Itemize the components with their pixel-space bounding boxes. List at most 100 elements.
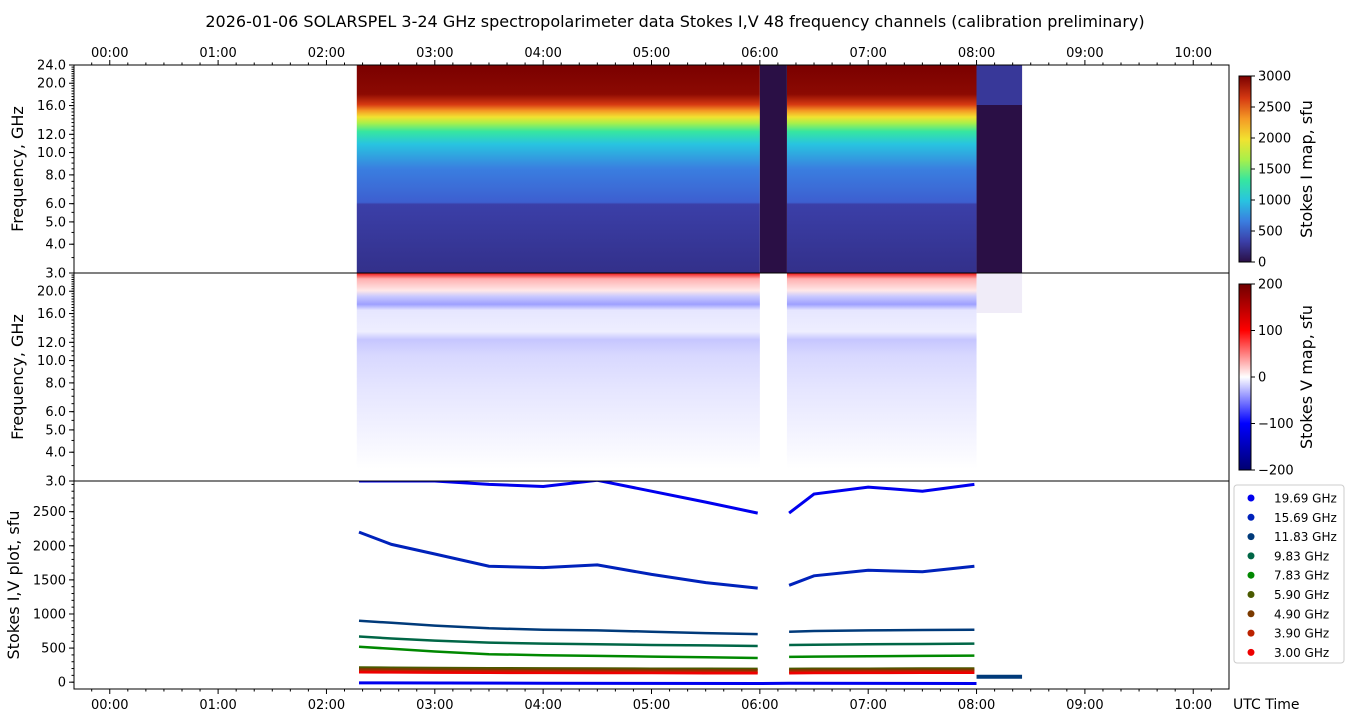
profile-ytick-label: 2000 (33, 539, 66, 554)
stokes-i-ytick-label: 24.0 (37, 59, 66, 74)
stokes-i-ytick-label: 16.0 (37, 99, 66, 114)
legend-label: 4.90 GHz (1274, 607, 1329, 621)
legend-box (1233, 484, 1345, 664)
stokes-i-colorbar-tick-label: 500 (1258, 225, 1283, 240)
legend-label: 7.83 GHz (1274, 569, 1329, 583)
xtick-top-label: 01:00 (199, 46, 236, 61)
series-line-0-part-2 (788, 482, 975, 515)
stokes-i-ytick-label: 12.0 (37, 128, 66, 143)
legend-marker-8 (1247, 648, 1255, 656)
xtick-bottom-label: 00:00 (91, 698, 128, 713)
series-line-8-part-1 (358, 671, 758, 675)
x-axis-label: UTC Time (1233, 697, 1299, 713)
xtick-top-label: 00:00 (91, 46, 128, 61)
xtick-top-label: 08:00 (958, 46, 995, 61)
stokes-i-ytick-label: 20.0 (37, 77, 66, 92)
stokes-v-ytick-label: 8.0 (45, 376, 66, 391)
stokes-i-colorbar-tick-label: 2000 (1258, 132, 1291, 147)
stokes-v-ytick-label: 10.0 (37, 354, 66, 369)
legend-label: 19.69 GHz (1274, 492, 1337, 506)
stokes-i-ytick-label: 6.0 (45, 197, 66, 212)
xtick-top-label: 09:00 (1066, 46, 1103, 61)
xtick-bottom-label: 09:00 (1066, 698, 1103, 713)
legend-label: 3.90 GHz (1274, 627, 1329, 641)
stokes-i-image-segment-1 (356, 65, 760, 273)
stokes-i-colorbar-tick-label: 1500 (1258, 163, 1291, 178)
stokes-i-colorbar-tick-label: 2500 (1258, 101, 1291, 116)
stokes-v-colorbar-tick-label: −200 (1258, 464, 1294, 479)
chart-title: 2026-01-06 SOLARSPEL 3-24 GHz spectropol… (205, 12, 1144, 31)
xtick-bottom-label: 01:00 (199, 698, 236, 713)
legend-marker-2 (1247, 533, 1255, 541)
legend-marker-0 (1247, 494, 1255, 502)
stokes-i-colorbar-tick-label: 3000 (1258, 70, 1291, 85)
xtick-bottom-label: 10:00 (1175, 698, 1212, 713)
xtick-top-label: 02:00 (308, 46, 345, 61)
stokes-i-ytick-label: 4.0 (45, 238, 66, 253)
legend-marker-5 (1247, 591, 1255, 598)
stokes-i-ytick-label: 3.0 (45, 267, 66, 282)
series-line-3-part-2 (789, 642, 975, 647)
stokes-v-colorbar (1238, 283, 1252, 471)
series-line-1-part-1 (358, 530, 758, 590)
stokes-v-ytick-label: 6.0 (45, 405, 66, 420)
stokes-v-colorbar-tick-label: 0 (1258, 371, 1266, 386)
series-line-4-part-2 (789, 654, 975, 659)
stokes-i-ytick-label: 5.0 (45, 215, 66, 230)
profile-ytick-label: 2500 (33, 505, 66, 520)
stokes-v-image-segment-2 (786, 273, 977, 469)
xtick-top-label: 07:00 (849, 46, 886, 61)
stokes-v-ytick-label: 3.0 (45, 475, 66, 490)
legend-label: 5.90 GHz (1274, 588, 1329, 602)
xtick-top-label: 03:00 (416, 46, 453, 61)
legend-marker-6 (1247, 610, 1255, 618)
stokes-v-trace (358, 681, 977, 686)
stokes-i-colorbar-tick-label: 0 (1258, 256, 1266, 271)
series-line-0-part-1 (359, 481, 759, 515)
profile-ytick-label: 1000 (33, 607, 66, 622)
xtick-top-label: 05:00 (633, 46, 670, 61)
stokes-i-image-segment-2 (786, 65, 977, 273)
series-line-2-part-1 (358, 619, 758, 636)
stokes-v-ytick-label: 4.0 (45, 446, 66, 461)
series-line-3-part-1 (358, 635, 758, 648)
stokes-i-gap-2-upper-band (976, 65, 1023, 105)
series-line-6-part-1 (358, 667, 758, 672)
stokes-i-gap-1 (759, 65, 787, 273)
profile-ytick-label: 1500 (33, 573, 66, 588)
stokes-v-colorbar-tick-label: 100 (1258, 324, 1283, 339)
legend-marker-4 (1247, 571, 1255, 579)
xtick-bottom-label: 05:00 (633, 698, 670, 713)
profile-ytick-label: 0 (58, 676, 66, 691)
stokes-v-colorbar-tick-label: 200 (1258, 278, 1283, 293)
stokes-i-ylabel: Frequency, GHz (8, 106, 27, 232)
stokes-v-ytick-label: 5.0 (45, 423, 66, 438)
legend-marker-7 (1247, 629, 1255, 637)
stokes-v-gap-2-band (976, 273, 1023, 313)
series-line-5-part-1 (358, 666, 758, 671)
stokes-i-ytick-label: 8.0 (45, 168, 66, 183)
stokes-i-colorbar-tick-label: 1000 (1258, 194, 1291, 209)
legend-label: 3.00 GHz (1274, 646, 1329, 660)
xtick-bottom-label: 02:00 (308, 698, 345, 713)
xtick-top-label: 04:00 (524, 46, 561, 61)
xtick-bottom-label: 06:00 (741, 698, 778, 713)
stokes-i-colorbar-label: Stokes I map, sfu (1297, 100, 1316, 238)
legend-label: 15.69 GHz (1274, 511, 1337, 525)
xtick-bottom-label: 03:00 (416, 698, 453, 713)
profile-ylabel: Stokes I,V plot, sfu (4, 511, 23, 660)
profile-ytick-label: 500 (41, 642, 66, 657)
stokes-v-ytick-label: 20.0 (37, 285, 66, 300)
stokes-v-colorbar-tick-label: −100 (1258, 417, 1294, 432)
legend-label: 11.83 GHz (1274, 530, 1337, 544)
xtick-bottom-label: 04:00 (524, 698, 561, 713)
series-line-2-part-2 (789, 628, 975, 633)
xtick-bottom-label: 07:00 (849, 698, 886, 713)
xtick-top-label: 10:00 (1175, 46, 1212, 61)
legend-marker-1 (1247, 513, 1255, 521)
stokes-v-ylabel: Frequency, GHz (8, 314, 27, 440)
xtick-top-label: 06:00 (741, 46, 778, 61)
legend-marker-3 (1247, 552, 1255, 560)
